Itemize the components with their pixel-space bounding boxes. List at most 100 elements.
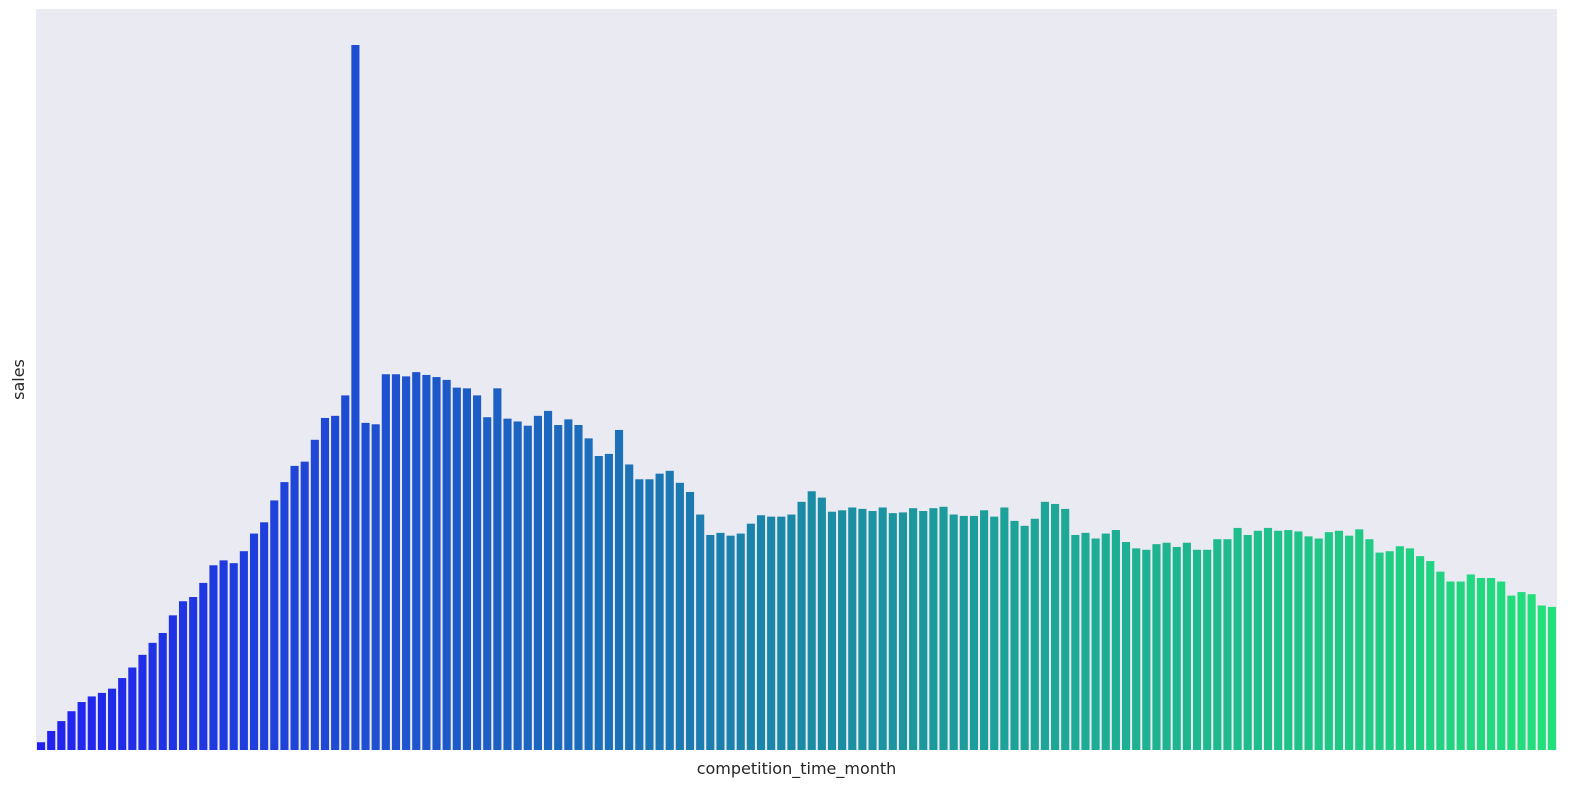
bar [412, 372, 421, 750]
bar [645, 479, 654, 750]
bar [1355, 529, 1364, 750]
bar [554, 425, 563, 750]
bar [827, 511, 837, 750]
bar [168, 615, 177, 751]
bar [614, 429, 624, 750]
bar [1030, 518, 1039, 750]
bar [523, 425, 532, 750]
bar [767, 516, 776, 750]
bar [1497, 581, 1506, 750]
bar [594, 456, 603, 750]
bar [990, 516, 999, 750]
bar [462, 388, 471, 750]
bar [57, 721, 66, 750]
bar [929, 508, 938, 750]
bar [310, 439, 319, 750]
bar [432, 377, 441, 750]
bar [1061, 508, 1070, 750]
bar [473, 395, 482, 750]
bar [625, 464, 634, 750]
bar [351, 45, 360, 750]
bar [107, 688, 117, 750]
bar [1527, 594, 1536, 750]
bar [604, 453, 613, 750]
bar [1182, 542, 1191, 750]
bar [685, 491, 695, 750]
bar [270, 500, 279, 750]
bar [1446, 581, 1455, 750]
bar [138, 654, 147, 750]
bar [1324, 532, 1333, 750]
bar [1416, 556, 1425, 751]
bar [189, 597, 198, 750]
bar [949, 514, 958, 750]
bar [777, 516, 786, 750]
bar [969, 515, 978, 750]
bar [1010, 520, 1019, 751]
bar [1547, 606, 1556, 750]
bar [696, 514, 705, 750]
bar [544, 410, 553, 750]
bar [483, 417, 492, 750]
bar [1132, 548, 1141, 750]
bar [959, 515, 968, 750]
bar [807, 491, 816, 750]
bar [452, 387, 461, 750]
bar [655, 473, 664, 750]
bar [371, 424, 380, 750]
bar [746, 523, 755, 750]
bar [391, 374, 401, 750]
bar [1172, 546, 1181, 750]
bar [331, 415, 340, 750]
bar [1507, 595, 1516, 750]
bar [878, 507, 887, 750]
bar [77, 702, 86, 750]
bar [726, 535, 735, 750]
bar [1071, 534, 1080, 751]
bar [1395, 546, 1404, 750]
bar [1243, 534, 1252, 751]
bar [574, 425, 583, 750]
bar [219, 560, 228, 750]
bar [1456, 581, 1465, 750]
bar [47, 730, 56, 751]
bar [199, 582, 208, 750]
bar [37, 742, 46, 751]
bar [1152, 544, 1161, 750]
bar [1192, 549, 1202, 750]
bar [564, 419, 573, 750]
bar [442, 379, 451, 751]
bar [260, 522, 269, 750]
bar [1436, 571, 1445, 750]
bar [706, 534, 715, 751]
bar [858, 508, 867, 750]
bar [1081, 532, 1090, 750]
bar [1274, 530, 1283, 750]
bar [381, 374, 390, 750]
bar [1375, 552, 1384, 750]
bar [148, 642, 157, 750]
bar [209, 565, 218, 750]
bar [503, 418, 512, 750]
bar [1091, 538, 1100, 750]
bar [87, 696, 96, 750]
bar [817, 497, 826, 750]
bar [1040, 501, 1049, 750]
bar [1111, 530, 1120, 750]
bar [1101, 533, 1110, 751]
bar [178, 601, 188, 750]
bar [1304, 536, 1313, 750]
bar [1466, 574, 1475, 750]
bar [1385, 551, 1394, 750]
bar [939, 506, 948, 750]
bar [1203, 549, 1212, 750]
bar [888, 513, 897, 750]
bar [1294, 531, 1303, 750]
bar [584, 438, 593, 750]
bar [158, 632, 167, 750]
bar [1142, 549, 1151, 750]
bar [493, 388, 502, 750]
bar [1517, 592, 1526, 750]
bar [1162, 542, 1171, 750]
y-axis-label: sales [9, 359, 28, 400]
